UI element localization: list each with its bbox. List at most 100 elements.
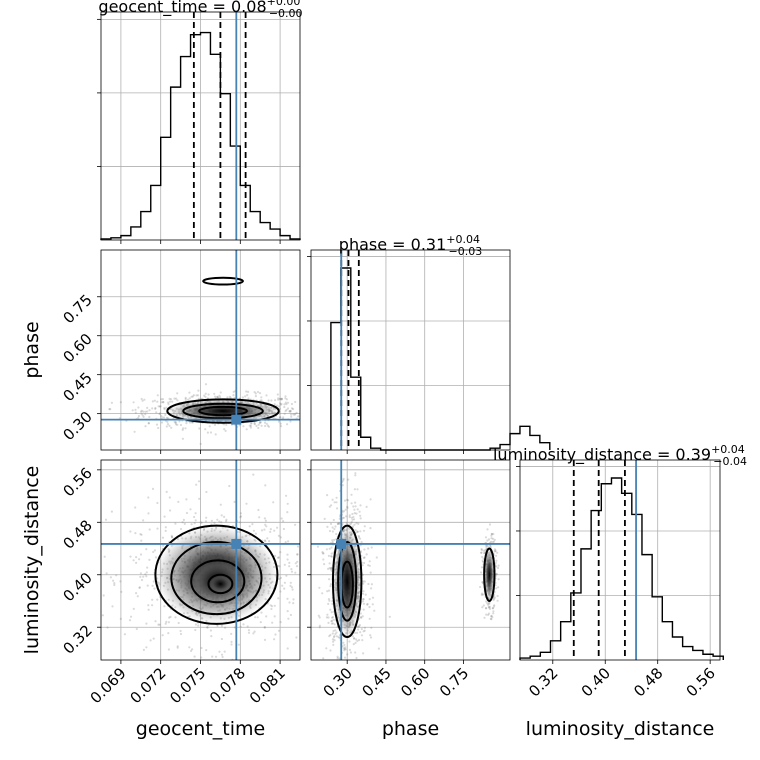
sample-point	[494, 561, 497, 564]
sample-point	[360, 634, 363, 637]
sample-point	[247, 631, 251, 634]
sample-point	[146, 584, 149, 587]
sample-point	[247, 397, 250, 400]
sample-point	[200, 656, 203, 659]
y-tick-label: 0.48	[59, 516, 95, 552]
sample-point	[109, 408, 112, 411]
sample-point	[333, 663, 335, 665]
sample-point	[369, 634, 372, 637]
sample-point	[307, 581, 309, 583]
sample-point	[229, 396, 232, 399]
sample-point	[487, 605, 490, 609]
sample-point	[266, 424, 269, 427]
sample-point	[210, 635, 213, 638]
sample-point	[485, 546, 488, 549]
sample-point	[325, 647, 328, 650]
sample-point	[279, 590, 282, 593]
sample-point	[307, 404, 309, 406]
sample-point	[192, 394, 195, 397]
sample-point	[144, 573, 147, 576]
sample-point	[147, 608, 150, 611]
sample-point	[196, 394, 200, 397]
sample-point	[128, 619, 132, 622]
sample-point	[265, 394, 268, 397]
sample-point	[239, 521, 242, 524]
x-tick-label: 0.072	[126, 664, 169, 707]
sample-point	[110, 401, 113, 404]
sample-point	[156, 598, 159, 601]
sample-point	[286, 407, 290, 410]
sample-point	[331, 616, 334, 619]
sample-point	[181, 521, 184, 524]
sample-point	[197, 480, 201, 483]
sample-point	[252, 632, 255, 635]
sample-point	[292, 413, 295, 416]
sample-point	[362, 602, 366, 605]
sample-point	[199, 442, 202, 445]
sample-point	[288, 561, 291, 565]
sample-point	[367, 582, 370, 586]
sample-point	[169, 398, 173, 401]
gridlines	[101, 250, 300, 450]
sample-point	[156, 400, 159, 403]
sample-point	[228, 661, 230, 663]
sample-point	[181, 437, 184, 440]
sample-point	[275, 404, 279, 407]
sample-point	[247, 390, 250, 393]
sample-point	[179, 423, 183, 427]
sample-point	[193, 655, 196, 658]
sample-point	[482, 604, 485, 607]
sample-point	[223, 650, 226, 653]
sample-point	[198, 497, 201, 500]
sample-point	[233, 500, 236, 503]
sample-point	[250, 421, 253, 424]
sample-point	[193, 522, 196, 525]
x-axis-label: luminosity_distance	[526, 718, 715, 740]
sample-point	[328, 529, 332, 533]
sample-point	[370, 587, 373, 590]
x-tick-label: 0.081	[246, 664, 289, 707]
sample-point	[323, 517, 326, 521]
sample-point	[103, 555, 106, 558]
sample-point	[258, 516, 261, 519]
sample-point	[208, 425, 211, 428]
sample-point	[326, 613, 329, 616]
sample-point	[330, 611, 333, 614]
sample-point	[364, 593, 367, 596]
sample-point	[296, 545, 300, 548]
sample-point	[350, 686, 352, 688]
x-tick-label: 0.078	[206, 664, 249, 707]
sample-point	[291, 588, 294, 591]
sample-point	[239, 625, 242, 628]
sample-point	[264, 484, 267, 487]
sample-point	[290, 407, 294, 410]
sample-point	[343, 649, 346, 652]
sample-point	[216, 395, 219, 399]
sample-point	[485, 544, 488, 548]
sample-point	[209, 431, 213, 434]
sample-point	[344, 646, 347, 649]
sample-point	[490, 533, 493, 536]
sample-point	[219, 396, 222, 399]
sample-point	[286, 610, 289, 613]
sample-point	[239, 515, 243, 518]
sample-point	[360, 627, 363, 631]
sample-point	[307, 610, 309, 612]
sample-point	[492, 610, 495, 613]
sample-point	[483, 551, 486, 555]
sample-point	[278, 407, 282, 410]
sample-point	[314, 407, 316, 409]
sample-point	[331, 539, 334, 542]
sample-point	[189, 421, 192, 424]
sample-point	[479, 585, 482, 589]
sample-point	[146, 406, 149, 409]
sample-point	[119, 401, 122, 404]
sample-point	[264, 424, 267, 428]
sample-point	[348, 523, 351, 526]
sample-point	[491, 607, 494, 610]
sample-point	[290, 402, 294, 406]
sample-point	[358, 536, 361, 539]
sample-point	[258, 421, 261, 425]
sample-point	[140, 397, 143, 401]
